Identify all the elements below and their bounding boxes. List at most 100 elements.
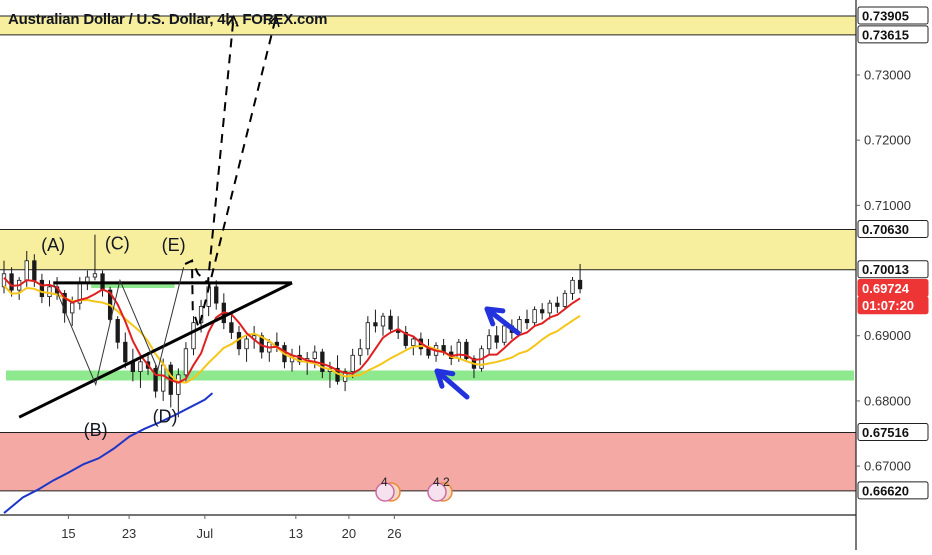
price-label-box-8	[857, 481, 929, 500]
price-label-box-7	[857, 422, 929, 441]
candle-body	[577, 279, 583, 290]
candle-body	[411, 338, 416, 346]
blue-arrow-upper-head	[484, 306, 506, 327]
price-label-box-4	[857, 260, 929, 279]
candle-body	[115, 319, 120, 343]
blue-arrow-upper-shaft	[484, 306, 521, 336]
price-tick-label-6: 0.67000	[864, 459, 911, 474]
candle-body	[138, 361, 143, 372]
projection-path-2	[184, 16, 278, 332]
candle-body	[532, 309, 537, 324]
candle-body	[312, 351, 317, 359]
wave-label-5: (E)	[162, 235, 186, 255]
economic-event-count-1: 4	[381, 475, 388, 489]
economic-event-icon	[375, 482, 395, 502]
ma-red-line	[3, 277, 581, 384]
candle-body	[24, 260, 29, 281]
price-label-7: 0.67516	[862, 425, 909, 440]
time-tick-label-2: 23	[122, 526, 136, 541]
wave-label-2: (B)	[84, 420, 108, 440]
price-label-box-1	[857, 6, 929, 25]
price-tick-label-1: 0.73000	[864, 67, 911, 82]
price-tick-label-4: 0.69000	[864, 328, 911, 343]
candle-body	[320, 351, 325, 372]
price-label-4: 0.70013	[862, 262, 909, 277]
price-label-6: 01:07:20	[862, 298, 914, 313]
economic-event-icon	[427, 482, 447, 502]
candle-body	[365, 322, 370, 350]
candle-body	[229, 322, 234, 333]
time-tick-label-3: Jul	[197, 526, 214, 541]
candle-body	[92, 273, 98, 278]
price-tick-label-5: 0.68000	[864, 393, 911, 408]
candle-body	[358, 348, 363, 356]
candle-body	[456, 341, 461, 359]
projection-arrowhead-2	[268, 14, 280, 28]
candle-body	[191, 322, 196, 350]
candle-body	[524, 319, 530, 324]
price-label-3: 0.70630	[862, 222, 909, 237]
price-label-1: 0.73905	[862, 8, 909, 23]
candle-body	[426, 348, 431, 356]
price-label-box-6	[857, 296, 929, 315]
chart-title: Australian Dollar / U.S. Dollar, 4h, FOR…	[8, 11, 328, 28]
wave-label-1: (A)	[41, 235, 65, 255]
blue-arrow-lower-head	[434, 368, 456, 389]
wave-label-3: (C)	[105, 234, 130, 254]
price-label-8: 0.66620	[862, 483, 909, 498]
candle-body	[562, 292, 568, 307]
price-zone-2	[0, 229, 856, 270]
wave-count-line	[52, 267, 185, 387]
price-label-2: 0.73615	[862, 27, 909, 42]
candle-body	[403, 332, 408, 346]
candle-body	[464, 341, 469, 359]
candle-body	[47, 286, 52, 298]
price-tick-label-2: 0.72000	[864, 133, 911, 148]
candle-body	[123, 341, 128, 363]
time-tick-label-4: 13	[289, 526, 303, 541]
candle-body	[176, 374, 181, 395]
candle-body	[350, 354, 355, 372]
candle-body	[32, 260, 37, 281]
blue-arrow-lower-shaft	[434, 368, 470, 400]
price-label-box-2	[857, 25, 929, 44]
candle-body	[274, 341, 280, 346]
resistance-band	[91, 283, 175, 289]
candle-body	[555, 302, 560, 307]
price-tick-label-3: 0.71000	[864, 198, 911, 213]
candle-body	[183, 348, 189, 376]
time-tick-label-1: 15	[61, 526, 75, 541]
projection-arrowhead-1	[226, 14, 239, 27]
wave-label-4: (D)	[153, 406, 178, 426]
candle-body	[153, 367, 158, 392]
price-label-5: 0.69724	[862, 281, 910, 296]
triangle-lower-line	[18, 281, 293, 419]
candle-body	[373, 322, 378, 327]
candle-body	[570, 279, 575, 294]
ma-yellow-line	[3, 284, 581, 384]
candle-body	[39, 279, 45, 298]
time-tick-label-6: 26	[387, 526, 401, 541]
price-label-box-3	[857, 219, 929, 238]
candle-body	[540, 309, 545, 314]
time-tick-label-5: 20	[342, 526, 356, 541]
price-zone-3	[0, 432, 856, 491]
candle-body	[214, 286, 219, 304]
support-band	[6, 370, 854, 381]
candle-body	[70, 302, 75, 314]
candle-body	[244, 338, 249, 350]
candle-body	[388, 315, 393, 330]
candle-body	[486, 335, 492, 350]
candle-body	[380, 315, 386, 327]
candle-body	[62, 292, 67, 314]
candle-body	[161, 364, 166, 392]
economic-event-count-2: 4 2	[433, 475, 450, 489]
price-zone-1	[0, 15, 856, 35]
candle-body	[494, 335, 499, 343]
candle-body	[9, 273, 14, 291]
candle-body	[502, 325, 507, 343]
candle-body	[547, 302, 552, 314]
ma-blue-line	[3, 392, 214, 514]
